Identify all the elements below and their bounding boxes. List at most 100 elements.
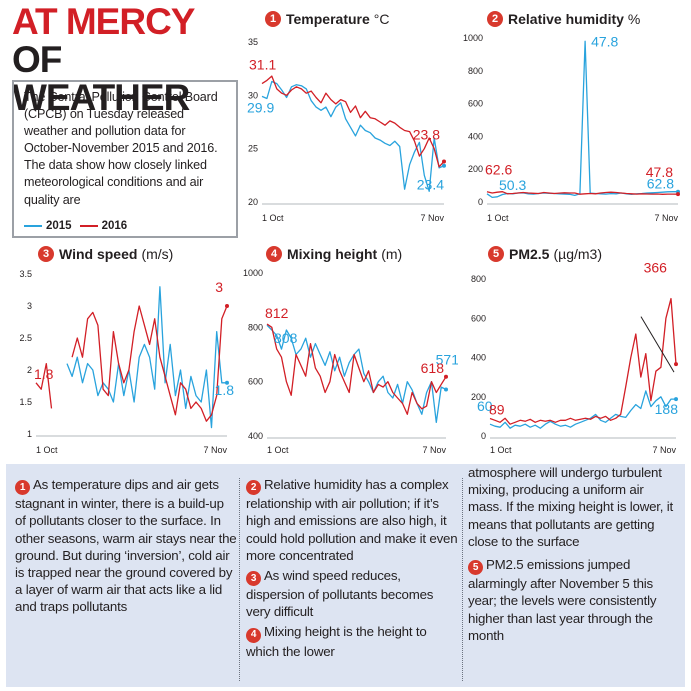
humidity-chart: 1000 800 600 400 200 0 1 Oct 7 Nov 62.650.3 47.8 4… xyxy=(463,33,680,223)
note-1: 1 As temperature dips and air gets stagna… xyxy=(15,476,237,616)
wind-ytick-label: 1.5 xyxy=(19,397,32,407)
temperature-series-2015 xyxy=(261,80,445,192)
pm25-title: 5 PM2.5 (µg/m3) xyxy=(488,246,602,262)
legend: 2015 2016 xyxy=(24,220,135,232)
temperature-endpoint-2016 xyxy=(442,159,446,164)
wind-ytick-label: 2.5 xyxy=(19,333,32,343)
humidity-series-2016 xyxy=(486,191,679,195)
wind-title: 3 Wind speed (m/s) xyxy=(38,246,173,262)
headline-line-2: OF WEATHER xyxy=(12,39,190,118)
wind-series-2015 xyxy=(66,286,227,429)
wind-ytick-label: 3 xyxy=(27,301,32,311)
wind-endpoint-2015 xyxy=(225,380,229,385)
temperature-series-2016 xyxy=(261,75,445,168)
intro-text: The Central Pollution Control Board (CPC… xyxy=(24,90,218,207)
mixing-xtick-end: 7 Nov xyxy=(422,445,446,455)
humidity-title: 2 Relative humidity % xyxy=(487,11,640,27)
note-5-text: PM2.5 emissions jumped alarmingly after … xyxy=(468,557,657,643)
mixing-label-first-2016: 812 xyxy=(265,305,289,321)
note-2-badge: 2 xyxy=(246,480,261,496)
mixing-label-last-2015: 571 xyxy=(436,352,458,368)
temperature-ytick-label: 25 xyxy=(248,144,258,154)
humidity-ytick-label: 200 xyxy=(468,164,483,174)
pm25-xtick-end: 7 Nov xyxy=(652,445,676,455)
temperature-ytick-label: 30 xyxy=(248,90,258,100)
notes-column-1: 1 As temperature dips and air gets stagna… xyxy=(15,476,237,616)
temperature-title: 1 Temperature °C xyxy=(265,11,390,27)
pm25-ytick-label: 800 xyxy=(471,274,486,284)
humidity-label-first-2015: 50.3 xyxy=(499,177,526,193)
temperature-unit: °C xyxy=(373,11,390,27)
note-5: 5 PM2.5 emissions jumped alarmingly after… xyxy=(468,556,680,644)
wind-series-2016 xyxy=(35,362,53,409)
note-4-continued: atmosphere will undergo turbulent mixing… xyxy=(468,465,674,549)
legend-item-2016: 2016 xyxy=(79,220,127,232)
wind-unit: (m/s) xyxy=(141,246,174,262)
humidity-label-peak-2015: 47.8 xyxy=(591,33,618,49)
mixing-xtick-start: 1 Oct xyxy=(267,445,289,455)
note-3: 3 As wind speed reduces, dispersion of po… xyxy=(246,567,460,621)
temperature-title-text: Temperature xyxy=(286,11,370,27)
wind-ytick-label: 2 xyxy=(27,365,32,375)
mixing-endpoint-2015 xyxy=(444,387,448,392)
humidity-title-text: Relative humidity xyxy=(508,11,624,27)
mixing-label-last-2016: 618 xyxy=(421,360,445,376)
wind-ytick-label: 3.5 xyxy=(19,269,32,279)
temperature-label-last-2016: 23.8 xyxy=(413,126,440,142)
mixing-ytick-label: 1000 xyxy=(243,268,263,278)
note-5-badge: 5 xyxy=(468,560,483,576)
intro-box: The Central Pollution Control Board (CPC… xyxy=(12,80,238,238)
note-3-badge: 3 xyxy=(246,571,261,586)
temperature-ytick-label: 35 xyxy=(248,37,258,47)
mixing-ytick-label: 800 xyxy=(248,322,263,332)
note-4-text: Mixing height is the height to which the… xyxy=(246,624,427,659)
humidity-ytick-label: 400 xyxy=(468,131,483,141)
note-4-badge: 4 xyxy=(246,627,261,643)
pm25-ytick-label: 600 xyxy=(471,313,486,323)
pm25-label-first-2016: 89 xyxy=(489,402,505,418)
wind-series-2016 xyxy=(71,305,228,422)
pm25-xtick-start: 1 Oct xyxy=(490,445,512,455)
temperature-number-badge: 1 xyxy=(265,11,281,27)
mixing-label-first-2015: 808 xyxy=(274,330,298,346)
pm25-ytick-label: 200 xyxy=(471,392,486,402)
wind-number-badge: 3 xyxy=(38,246,54,262)
pm25-title-text: PM2.5 xyxy=(509,246,550,262)
pm25-unit: (µg/m3) xyxy=(553,246,602,262)
wind-xtick-end: 7 Nov xyxy=(203,445,227,455)
pm25-ytick-label: 400 xyxy=(471,353,486,363)
humidity-endpoint-2016 xyxy=(676,192,680,197)
notes-divider-1 xyxy=(239,478,240,681)
notes-column-2: 2 Relative humidity has a complex relatio… xyxy=(246,476,460,660)
wind-label-last-2015: 1.8 xyxy=(215,382,234,398)
wind-label-last-2016: 3 xyxy=(215,279,223,295)
temperature-endpoint-2015 xyxy=(442,163,446,168)
humidity-label-first-2016: 62.6 xyxy=(485,162,512,178)
panel-temperature: 1 Temperature °C 35 30 25 20 1 Oct 7 Nov 31.1 2… xyxy=(240,8,452,230)
temperature-chart: 35 30 25 20 1 Oct 7 Nov 31.1 29.9 23.8 23.4 xyxy=(247,37,446,223)
panel-wind: 3 Wind speed (m/s) 3.5 3 2.5 2 1.5 1 1 Oct 7 No… xyxy=(6,240,234,462)
pm25-callout-leader xyxy=(640,316,675,373)
mixing-ytick-label: 600 xyxy=(248,377,263,387)
legend-swatch-2016 xyxy=(79,225,98,227)
humidity-number-badge: 2 xyxy=(487,11,503,27)
note-4: 4 Mixing height is the height to which th… xyxy=(246,623,460,659)
wind-chart: 3.5 3 2.5 2 1.5 1 1 Oct 7 Nov 1.8 3 1.8 xyxy=(19,269,234,455)
notes-divider-2 xyxy=(462,478,463,681)
humidity-unit: % xyxy=(627,11,641,27)
mixing-title-text: Mixing height xyxy=(287,246,378,262)
notes-panel: 1 As temperature dips and air gets stagna… xyxy=(6,464,685,687)
mixing-number-badge: 4 xyxy=(266,246,282,262)
panel-humidity: 2 Relative humidity % 1000 800 600 400 200 0 1… xyxy=(460,8,686,230)
pm25-label-last-2015: 188 xyxy=(655,401,679,417)
humidity-xtick-end: 7 Nov xyxy=(654,213,678,223)
note-2-text: Relative humidity has a complex relation… xyxy=(246,477,458,563)
temperature-label-first-2015: 29.9 xyxy=(247,99,274,115)
legend-swatch-2015 xyxy=(24,225,42,227)
wind-label-first-2016: 1.8 xyxy=(34,366,54,382)
note-1-text: As temperature dips and air gets stagnan… xyxy=(15,477,237,615)
legend-label-2015: 2015 xyxy=(46,220,72,232)
mixing-title: 4 Mixing height (m) xyxy=(266,246,402,262)
